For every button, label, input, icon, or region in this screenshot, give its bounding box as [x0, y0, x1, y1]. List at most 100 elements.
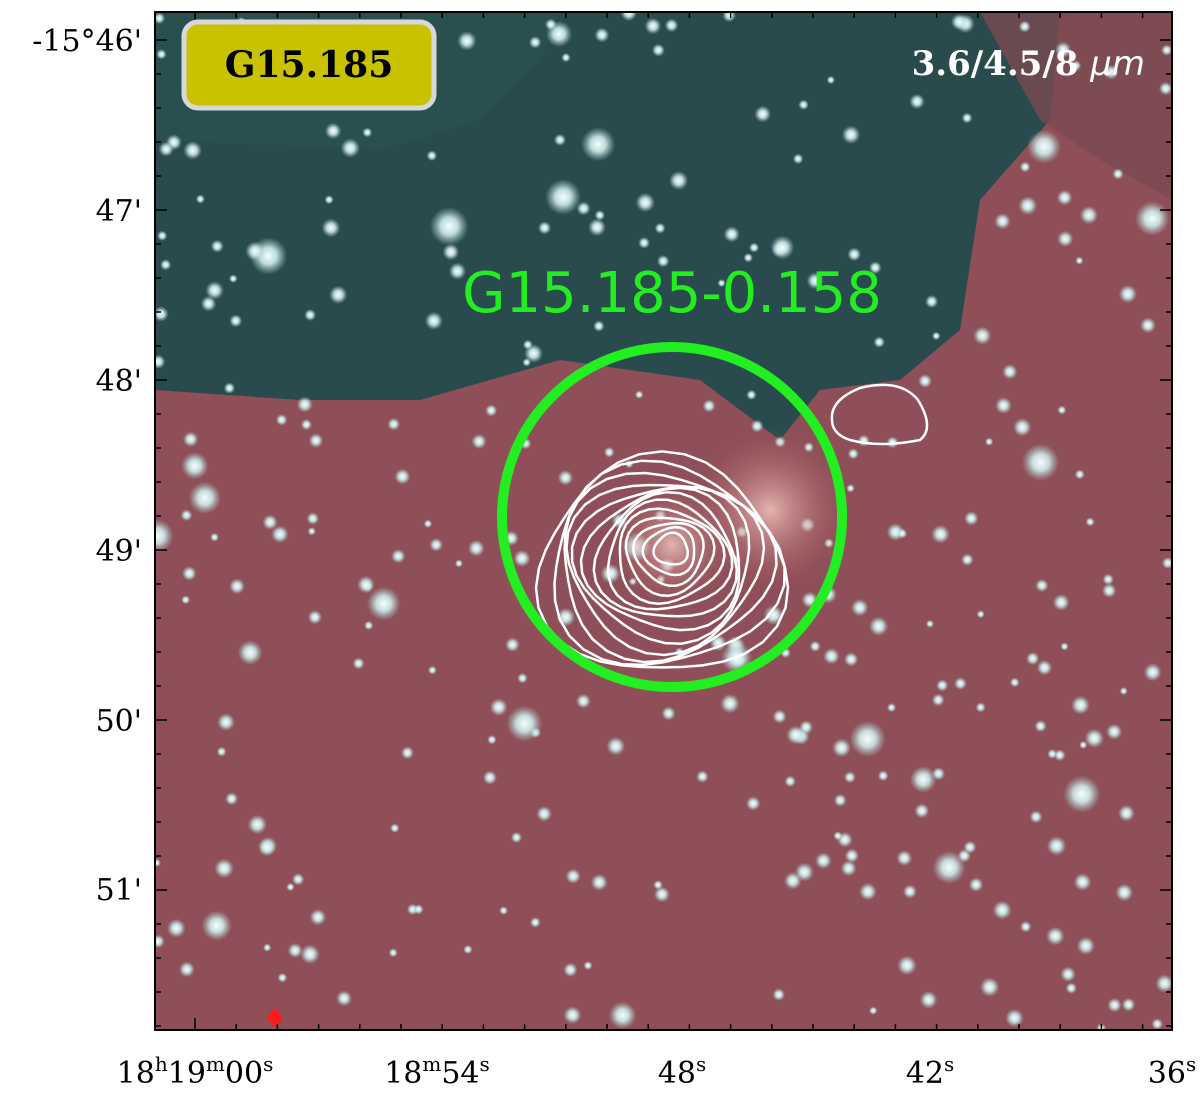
star — [653, 886, 671, 903]
star — [1121, 997, 1136, 1012]
star — [696, 770, 709, 783]
star — [669, 170, 689, 191]
star — [786, 725, 805, 745]
star — [394, 468, 411, 485]
star — [182, 431, 199, 448]
star — [606, 736, 626, 756]
region — [980, 12, 1172, 200]
star — [400, 746, 414, 760]
star — [306, 512, 320, 525]
star — [321, 218, 341, 238]
star — [620, 12, 637, 22]
star — [877, 770, 889, 782]
star — [387, 417, 401, 431]
star — [575, 693, 591, 709]
star — [391, 548, 406, 564]
star — [200, 295, 217, 312]
stars — [155, 12, 1172, 1030]
star — [158, 141, 174, 157]
star — [217, 713, 235, 732]
star — [210, 239, 224, 253]
star — [1057, 405, 1067, 415]
star — [593, 320, 605, 332]
star — [307, 527, 316, 536]
star — [976, 610, 985, 619]
contour — [632, 521, 705, 588]
star — [1076, 936, 1096, 955]
star — [1115, 883, 1134, 902]
star — [366, 586, 401, 621]
star — [1019, 920, 1032, 933]
star — [823, 647, 840, 665]
star — [180, 509, 193, 522]
star — [654, 222, 666, 234]
star — [454, 559, 464, 568]
star — [868, 261, 882, 275]
x-tick-label: 42s — [906, 1052, 954, 1091]
star — [485, 404, 498, 417]
star — [1079, 205, 1099, 225]
contour — [652, 531, 690, 566]
star — [489, 698, 508, 717]
star — [1029, 810, 1043, 824]
star — [656, 254, 670, 268]
star — [155, 12, 166, 25]
star — [841, 125, 861, 144]
contour — [592, 490, 739, 618]
star — [925, 294, 939, 309]
star — [748, 242, 760, 253]
star — [296, 396, 313, 413]
star — [806, 272, 824, 290]
star — [1155, 974, 1172, 993]
star — [917, 373, 933, 389]
star — [846, 483, 855, 493]
star — [463, 944, 473, 955]
star — [746, 389, 757, 401]
ticks — [155, 12, 1172, 1030]
y-tick-label: 47' — [96, 194, 142, 229]
star — [287, 942, 303, 959]
star — [1057, 230, 1074, 247]
star — [931, 767, 946, 781]
unit: m — [206, 1052, 225, 1076]
star — [228, 274, 238, 284]
star — [772, 988, 786, 1001]
star — [457, 31, 477, 51]
star — [1053, 749, 1066, 762]
star — [857, 434, 870, 447]
star — [529, 916, 541, 928]
star — [833, 793, 847, 807]
star — [651, 43, 665, 57]
star — [195, 194, 205, 204]
star — [1063, 775, 1101, 813]
star — [216, 746, 227, 757]
star — [1027, 129, 1061, 164]
star — [522, 357, 532, 367]
star — [600, 563, 621, 584]
star — [608, 1001, 637, 1030]
star — [471, 433, 487, 450]
contour — [618, 507, 726, 605]
star — [896, 850, 913, 867]
star — [181, 566, 197, 581]
star — [357, 575, 375, 594]
star — [770, 235, 795, 260]
star — [594, 210, 606, 221]
star — [975, 702, 986, 713]
star — [522, 339, 533, 350]
star — [155, 858, 161, 868]
star — [995, 397, 1012, 414]
source-circle — [497, 342, 847, 692]
star — [1117, 804, 1135, 822]
star — [702, 399, 716, 413]
number: 18 — [117, 1056, 155, 1091]
star — [271, 525, 289, 544]
star — [201, 910, 232, 941]
x-tick-label: 18m54s — [384, 1052, 490, 1091]
star — [1103, 64, 1119, 80]
star — [300, 944, 320, 965]
star — [603, 446, 615, 458]
star — [1140, 317, 1156, 334]
star — [868, 616, 889, 637]
